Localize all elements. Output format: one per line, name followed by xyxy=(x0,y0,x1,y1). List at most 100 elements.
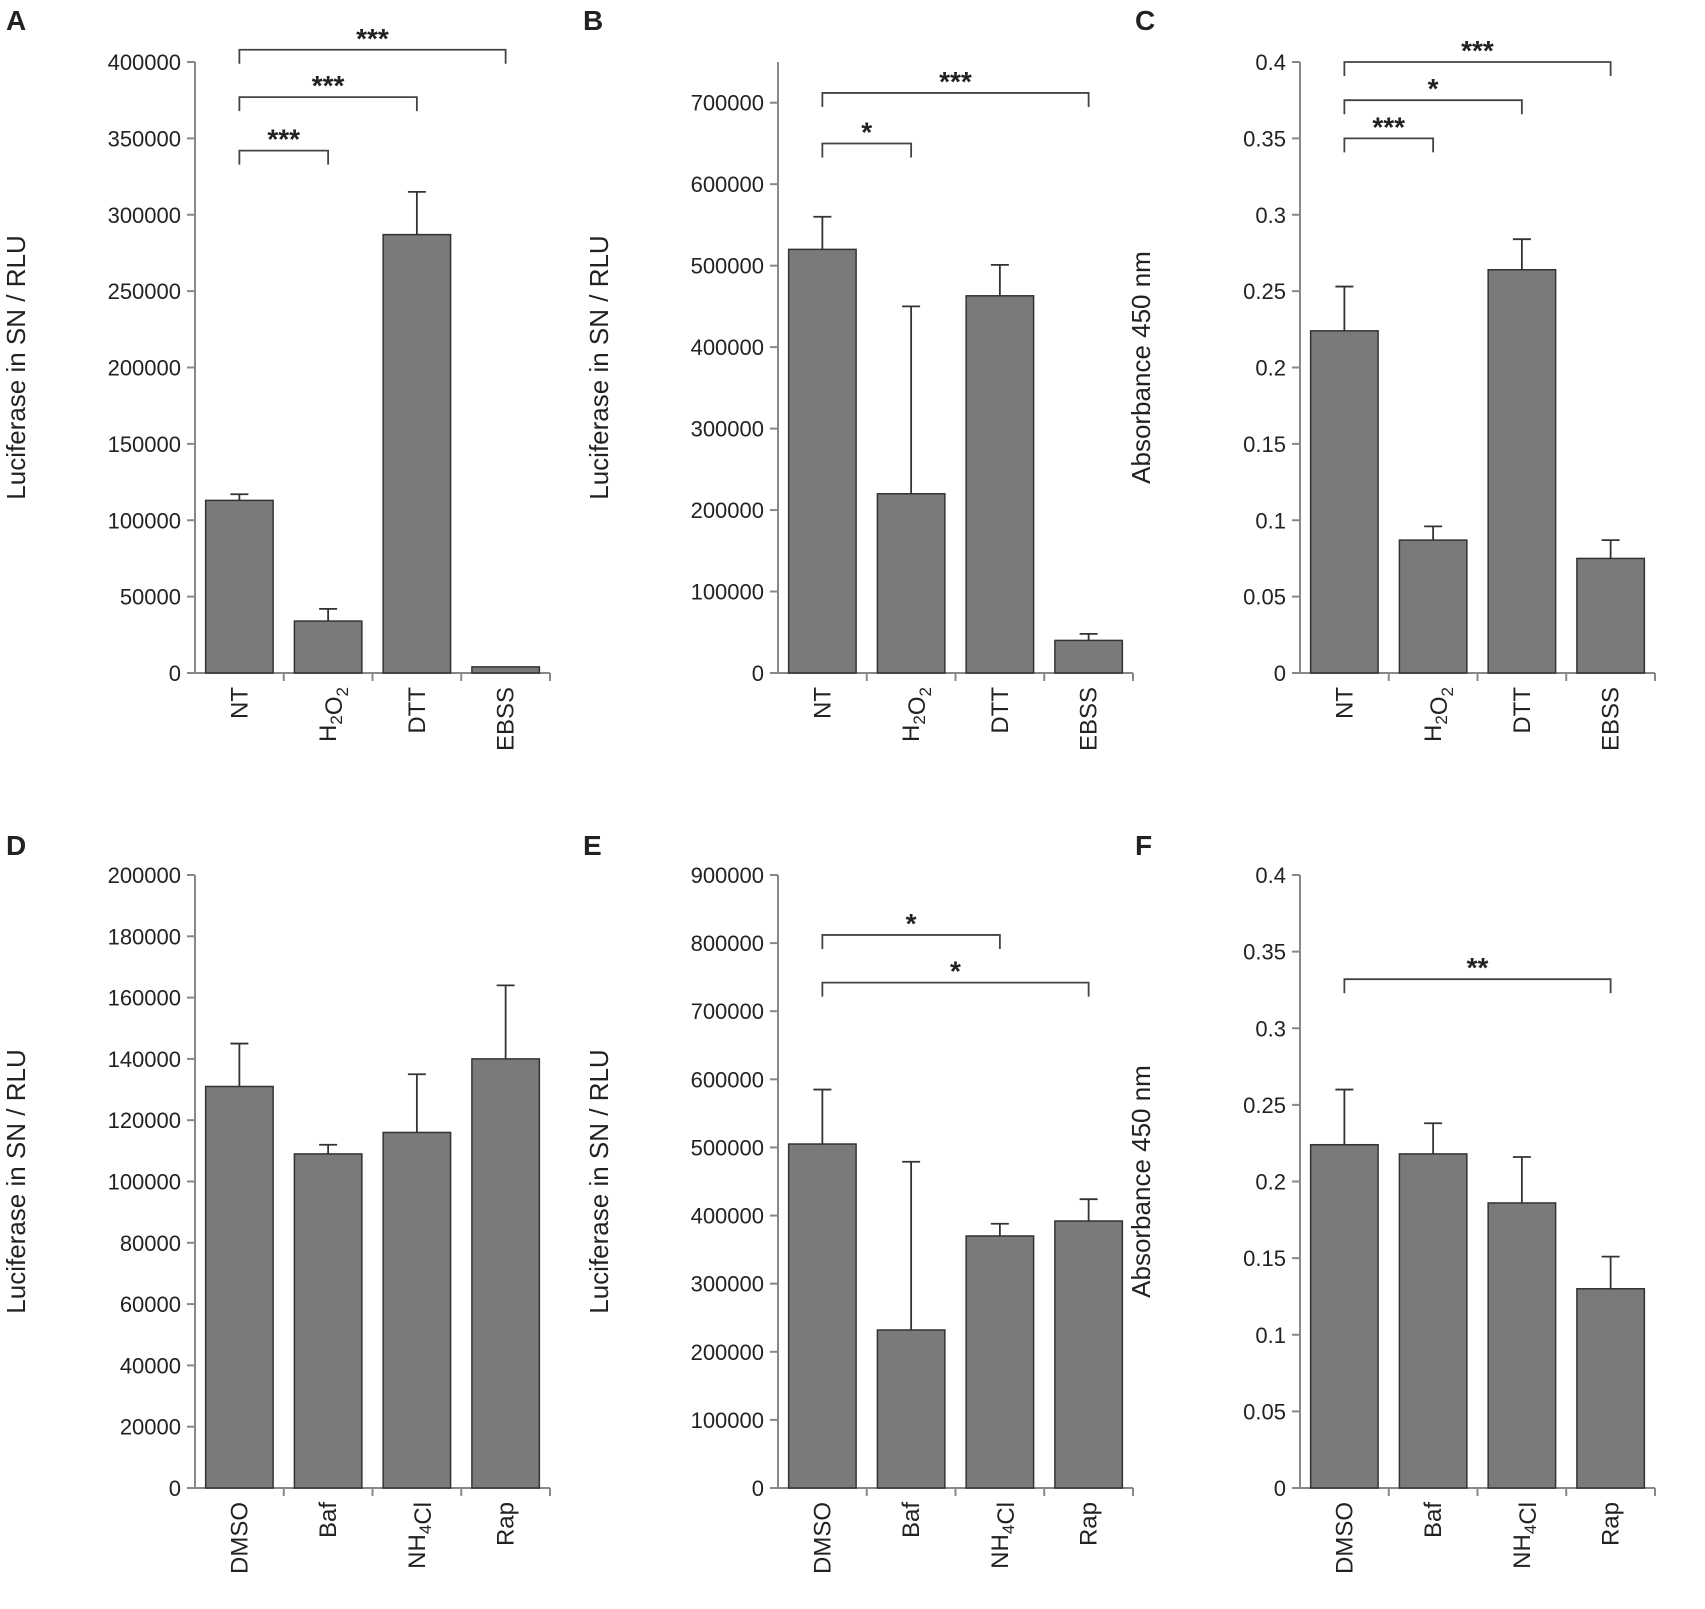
panel-a-bar-h2o2 xyxy=(293,620,363,674)
category-label-part: O xyxy=(1426,696,1453,715)
category-label-part: Baf xyxy=(898,1502,925,1538)
panel-c-category-label: EBSS xyxy=(1598,687,1625,751)
panel-d-bar-baf xyxy=(293,1153,363,1489)
panel-b-significance-bracket xyxy=(821,92,1090,107)
panel-f-bar-rap xyxy=(1576,1288,1646,1489)
panel-e-y-tick-label: 300000 xyxy=(691,1272,764,1297)
panel-c-bar-dtt xyxy=(1487,268,1557,674)
panel-c-y-tick-label: 0.2 xyxy=(1255,356,1286,381)
panel-c-significance-bracket xyxy=(1343,99,1523,115)
panel-d-y-tick-label: 80000 xyxy=(120,1231,181,1256)
panel-d-y-tick-label: 20000 xyxy=(120,1415,181,1440)
panel-f-bar-nh4cl xyxy=(1487,1202,1557,1489)
panel-d-y-tick-label: 100000 xyxy=(108,1170,181,1195)
category-label-part: H xyxy=(315,725,342,742)
panel-a-significance-bracket xyxy=(238,149,330,165)
panel-a-y-tick-label: 200000 xyxy=(108,356,181,381)
panel-f-significance-bracket xyxy=(1343,978,1612,994)
panel-e-significance-bracket xyxy=(821,981,1090,997)
category-label-part: Cl xyxy=(1515,1502,1542,1525)
panel-e-y-tick-label: 100000 xyxy=(691,1408,764,1433)
panel-d-y-tick-label: 0 xyxy=(169,1476,181,1501)
category-label-part: Rap xyxy=(1076,1502,1103,1546)
panel-c-y-tick-label: 0.05 xyxy=(1243,585,1286,610)
category-label-part: NT xyxy=(1331,687,1358,719)
panel-a-category-label: NT xyxy=(226,687,253,719)
category-label-part: DMSO xyxy=(226,1502,253,1574)
panel-d-category-label: DMSO xyxy=(226,1502,253,1574)
panel-e-bar-baf xyxy=(876,1329,946,1489)
panel-e-category-label: NH4Cl xyxy=(987,1502,1020,1569)
panel-e-significance-label: * xyxy=(906,908,917,939)
panel-c-y-axis-title: Absorbance 450 nm xyxy=(1126,251,1156,484)
category-label-part: Rap xyxy=(1598,1502,1625,1546)
panel-c-significance-label: *** xyxy=(1372,111,1405,142)
panel-b-y-tick-label: 600000 xyxy=(691,172,764,197)
panel-e-significance-label: * xyxy=(950,956,961,987)
category-label-part: EBSS xyxy=(1598,687,1625,751)
panel-b-y-tick-label: 100000 xyxy=(691,580,764,605)
category-label-part: Cl xyxy=(410,1502,437,1525)
panel-f-y-tick-label: 0.35 xyxy=(1243,940,1286,965)
panel-b-significance-bracket xyxy=(821,142,913,158)
panel-e-y-tick-label: 800000 xyxy=(691,931,764,956)
panel-b-category-label: EBSS xyxy=(1076,687,1103,751)
panel-d-letter: D xyxy=(6,830,26,861)
panel-a-significance-label: *** xyxy=(356,23,389,54)
panel-f-y-tick-label: 0.05 xyxy=(1243,1399,1286,1424)
panel-b-bar-dtt xyxy=(965,295,1035,674)
panel-e-y-tick-label: 900000 xyxy=(691,863,764,888)
panel-e-y-tick-label: 600000 xyxy=(691,1067,764,1092)
panel-a-category-label: EBSS xyxy=(493,687,520,751)
category-label-part: NH xyxy=(987,1534,1014,1569)
panel-e-bar-nh4cl xyxy=(965,1235,1035,1489)
panel-d-y-tick-label: 160000 xyxy=(108,986,181,1011)
category-label-part: DTT xyxy=(404,687,431,734)
panel-b-y-tick-label: 0 xyxy=(752,661,764,686)
panel-d-bar-rap xyxy=(471,1058,541,1489)
panel-b-category-label: DTT xyxy=(987,687,1014,734)
category-label-part: NT xyxy=(226,687,253,719)
panel-e-y-axis-title: Luciferase in SN / RLU xyxy=(584,1049,614,1313)
category-label-part: 2 xyxy=(916,687,935,696)
panel-a-category-label: DTT xyxy=(404,687,431,734)
panel-c-y-tick-label: 0.3 xyxy=(1255,203,1286,228)
category-label-part: Baf xyxy=(1420,1502,1447,1538)
panel-d-y-tick-label: 40000 xyxy=(120,1353,181,1378)
category-label-part: DTT xyxy=(1509,687,1536,734)
panel-c-y-tick-label: 0.15 xyxy=(1243,432,1286,457)
panel-c-category-label: NT xyxy=(1331,687,1358,719)
panel-f: F 0 0.05 0.1 0.15 0.2 0.25 0.3 0.35 0.4 Absorbance… xyxy=(1126,830,1656,1574)
panel-e-bar-dmso xyxy=(787,1143,857,1489)
panel-c-significance-label: *** xyxy=(1461,35,1494,66)
panel-a-y-tick-label: 300000 xyxy=(108,203,181,228)
panel-d-y-tick-label: 180000 xyxy=(108,924,181,949)
panel-e-y-tick-label: 0 xyxy=(752,1476,764,1501)
panel-b-y-tick-label: 500000 xyxy=(691,254,764,279)
panel-a-y-tick-label: 0 xyxy=(169,661,181,686)
panel-a-bar-nt xyxy=(204,499,274,674)
panel-a-letter: A xyxy=(6,5,26,36)
panel-d-y-tick-label: 60000 xyxy=(120,1292,181,1317)
panel-e-letter: E xyxy=(583,830,602,861)
panel-d-category-label: Rap xyxy=(493,1502,520,1546)
category-label-part: EBSS xyxy=(1076,687,1103,751)
panel-f-bar-dmso xyxy=(1309,1143,1379,1489)
category-label-part: DTT xyxy=(987,687,1014,734)
category-label-part: NH xyxy=(404,1534,431,1569)
panel-c-bar-nt xyxy=(1309,330,1379,674)
panel-a: A 0 50000 100000 150000 200000 250000 300000 350… xyxy=(1,5,551,751)
category-label-part: O xyxy=(321,696,348,715)
panel-b-letter: B xyxy=(583,5,603,36)
panel-a-y-tick-label: 400000 xyxy=(108,50,181,75)
panel-e-y-tick-label: 700000 xyxy=(691,999,764,1024)
panel-b-bar-nt xyxy=(787,248,857,674)
panel-c-category-label: H2O2 xyxy=(1420,687,1457,742)
category-label-part: 2 xyxy=(333,687,352,696)
panel-f-y-tick-label: 0.15 xyxy=(1243,1246,1286,1271)
panel-f-category-label: Baf xyxy=(1420,1502,1447,1538)
panel-f-letter: F xyxy=(1135,830,1152,861)
panel-f-y-tick-label: 0.25 xyxy=(1243,1093,1286,1118)
panel-f-y-tick-label: 0.1 xyxy=(1255,1323,1286,1348)
